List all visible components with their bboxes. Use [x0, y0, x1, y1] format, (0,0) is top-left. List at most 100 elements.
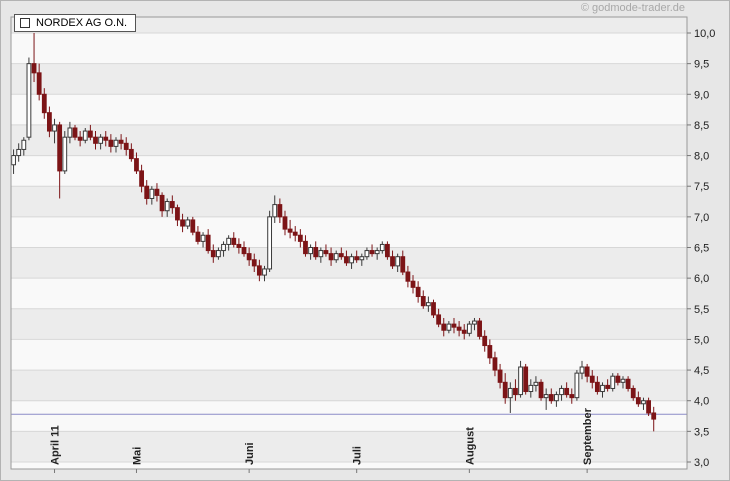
candle	[118, 134, 124, 150]
x-axis-labels: April 11 Mai Juni Juli August September	[50, 407, 594, 473]
candle	[180, 213, 185, 233]
candle	[620, 376, 626, 389]
candle	[67, 121, 73, 144]
candle	[251, 253, 257, 273]
candle	[379, 241, 385, 254]
candle	[318, 247, 324, 263]
candle	[461, 324, 467, 340]
candle	[195, 226, 201, 245]
candle	[415, 281, 421, 303]
candle	[272, 195, 278, 223]
candle	[292, 226, 298, 242]
candle	[113, 137, 119, 153]
candle	[236, 238, 242, 254]
candle	[144, 180, 150, 205]
candle	[41, 88, 47, 119]
candle	[164, 198, 170, 217]
candle	[256, 259, 262, 282]
month-label: August	[464, 427, 476, 465]
candle	[221, 241, 226, 257]
candle	[82, 127, 88, 144]
candle	[574, 370, 580, 401]
svg-text:3,0: 3,0	[694, 457, 709, 469]
candle	[559, 385, 564, 401]
svg-text:4,0: 4,0	[694, 396, 709, 408]
candle	[159, 192, 165, 217]
candle	[497, 363, 503, 389]
candle	[538, 379, 544, 401]
candle	[57, 121, 63, 199]
candle	[564, 382, 570, 398]
candle	[390, 250, 395, 269]
candle	[584, 363, 590, 383]
svg-text:4,5: 4,5	[694, 365, 709, 377]
candle	[47, 106, 52, 138]
candle	[77, 131, 83, 147]
candle	[436, 308, 442, 328]
month-label: April 11	[50, 425, 62, 465]
candle	[128, 143, 134, 162]
candle	[543, 388, 549, 410]
series-swatch-icon	[20, 18, 30, 28]
svg-text:9,0: 9,0	[694, 89, 709, 101]
candle	[369, 244, 375, 257]
svg-text:3,5: 3,5	[694, 426, 709, 438]
candle	[518, 360, 523, 398]
candle	[502, 373, 508, 404]
candle	[354, 250, 360, 263]
plot-border	[10, 16, 688, 470]
svg-text:9,5: 9,5	[694, 59, 709, 71]
candle	[410, 275, 416, 294]
series-name: NORDEX AG O.N.	[36, 17, 128, 29]
candle	[216, 247, 221, 260]
svg-text:6,0: 6,0	[694, 273, 709, 285]
candle	[333, 250, 339, 263]
candle	[241, 241, 247, 257]
svg-text:8,0: 8,0	[694, 151, 709, 163]
candle	[190, 216, 196, 236]
candle	[487, 339, 493, 364]
candle	[605, 379, 611, 392]
candle	[625, 376, 631, 392]
candle	[641, 397, 646, 410]
candle	[231, 232, 237, 248]
candle	[87, 124, 93, 141]
candle	[103, 131, 109, 147]
svg-text:8,5: 8,5	[694, 120, 709, 132]
month-label: Juli	[352, 446, 364, 465]
candle	[349, 253, 354, 269]
candle	[169, 195, 175, 214]
candle	[456, 321, 462, 337]
candle	[533, 376, 539, 392]
candle	[313, 241, 319, 260]
row-bands	[11, 17, 687, 469]
candle	[11, 149, 16, 174]
candle	[651, 406, 657, 432]
candle	[226, 235, 232, 251]
candle	[277, 198, 283, 223]
candle	[303, 235, 308, 257]
candle	[62, 131, 68, 174]
candle	[548, 388, 554, 404]
svg-text:5,0: 5,0	[694, 334, 709, 346]
legend-box: NORDEX AG O.N.	[14, 14, 137, 32]
candle	[425, 296, 431, 312]
candle	[513, 379, 518, 401]
candle	[451, 317, 457, 334]
candle	[610, 373, 616, 392]
candle	[21, 137, 27, 156]
candle	[328, 247, 334, 266]
candle	[26, 57, 32, 141]
candle	[395, 253, 401, 273]
svg-text:5,5: 5,5	[694, 304, 709, 316]
candle	[646, 397, 651, 417]
candle	[246, 247, 252, 266]
month-label: Mai	[131, 447, 143, 465]
candle	[134, 152, 139, 174]
candle	[528, 379, 534, 398]
candle	[98, 134, 104, 150]
candle	[205, 229, 211, 254]
candle	[523, 363, 529, 395]
candle	[554, 391, 559, 407]
